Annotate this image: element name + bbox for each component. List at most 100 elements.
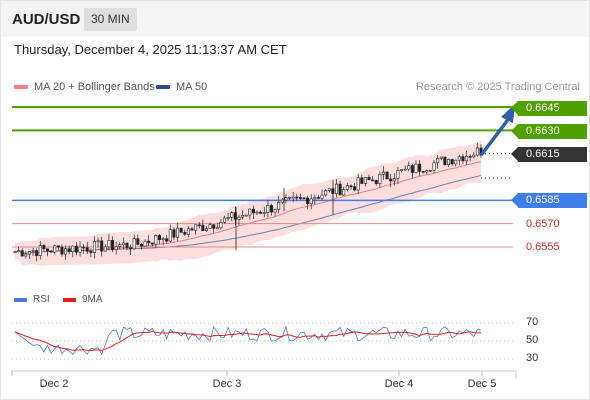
candle-body	[443, 156, 447, 166]
candle-body	[410, 165, 414, 173]
candle-body	[298, 197, 302, 199]
candle-body	[428, 169, 432, 172]
candle-body	[400, 169, 404, 171]
candle-body	[208, 224, 212, 229]
candle-body	[414, 163, 418, 173]
candle-body	[204, 228, 208, 231]
candle-body	[436, 157, 440, 164]
candle-body	[67, 248, 71, 253]
candle-body	[475, 147, 479, 156]
candle-body	[320, 194, 324, 199]
level-label-r2: 0.6645	[511, 101, 587, 116]
candle-body	[248, 208, 252, 216]
candle-body	[389, 178, 393, 182]
candle-body	[154, 235, 158, 245]
candle-body	[132, 238, 136, 250]
candle-body	[335, 183, 339, 194]
candle-body	[24, 253, 28, 257]
candle-body	[165, 238, 169, 242]
candle-body	[266, 205, 270, 213]
candle-body	[259, 211, 263, 214]
candle-body	[179, 227, 183, 233]
rsi-label: RSI	[33, 294, 50, 305]
candle-body	[309, 198, 313, 204]
candle-body	[251, 208, 255, 214]
candle-body	[450, 159, 454, 165]
rsi-ma-line	[14, 330, 481, 352]
candle-body	[92, 241, 96, 254]
candle-body	[31, 250, 35, 252]
candle-body	[107, 240, 111, 248]
candle-body	[38, 245, 42, 256]
level-label-r1: 0.6630	[511, 124, 587, 139]
candle-body	[277, 201, 281, 210]
symbol-title: AUD/USD	[12, 11, 81, 28]
candle-body	[324, 190, 328, 196]
rsi-tick-70: 70	[526, 316, 539, 328]
candle-body	[194, 224, 198, 231]
rsi-tick-50: 50	[526, 334, 539, 346]
candle-body	[374, 180, 378, 184]
candle-body	[201, 224, 205, 231]
legend-ma20: MA 20 + Bollinger Bands	[14, 81, 155, 93]
candle-body	[186, 228, 190, 235]
candle-body	[291, 196, 295, 199]
candle-body	[27, 251, 31, 255]
candle-body	[161, 238, 165, 241]
candle-body	[100, 240, 104, 252]
level-label-pivot: 0.6585	[511, 193, 587, 208]
candle-body	[53, 245, 57, 253]
candle-body	[472, 154, 476, 158]
candle-body	[385, 171, 389, 180]
research-credit: Research © 2025 Trading Central	[415, 81, 580, 93]
candle-body	[226, 217, 230, 219]
candle-body	[255, 211, 259, 214]
candle-body	[103, 246, 107, 252]
candle-body	[13, 251, 17, 254]
rsi-line	[14, 325, 482, 356]
candle-body	[345, 185, 349, 190]
x-label-dec3: Dec 3	[212, 378, 242, 390]
candle-body	[89, 251, 93, 254]
candle-body	[421, 171, 425, 173]
candle-body	[396, 170, 400, 179]
candle-body	[241, 215, 245, 218]
candle-body	[233, 212, 237, 220]
candle-body	[42, 245, 46, 250]
candle-body	[432, 162, 436, 171]
candle-body	[295, 196, 299, 199]
candle-body	[125, 242, 129, 248]
candle-body	[223, 217, 227, 223]
candle-body	[338, 183, 342, 196]
rsi-swatch	[14, 297, 27, 302]
candle-body	[85, 247, 89, 252]
ma20-swatch	[14, 85, 28, 89]
candle-body	[280, 199, 284, 203]
x-label-dec5: Dec 5	[467, 378, 497, 390]
candle-body	[288, 196, 292, 199]
bollinger-band-area	[15, 140, 481, 267]
candle-body	[439, 156, 443, 159]
legend-rsi: RSI	[14, 294, 50, 305]
candle-body	[367, 177, 371, 181]
candle-body	[121, 242, 125, 246]
candle-body	[244, 214, 248, 217]
timeframe-button[interactable]: 30 MIN	[84, 8, 137, 31]
candle-body	[215, 227, 219, 230]
candle-body	[111, 240, 115, 250]
candle-body	[457, 156, 461, 161]
candle-body	[190, 228, 194, 231]
candle-body	[418, 163, 422, 172]
candle-body	[82, 246, 86, 249]
candle-body	[49, 250, 53, 253]
candle-body	[302, 197, 306, 200]
candle-body	[403, 168, 407, 171]
candle-body	[139, 244, 143, 247]
candle-body	[313, 197, 317, 200]
candle-body	[197, 224, 201, 227]
candle-body	[269, 205, 273, 213]
candle-body	[143, 240, 147, 247]
candle-body	[392, 178, 396, 182]
